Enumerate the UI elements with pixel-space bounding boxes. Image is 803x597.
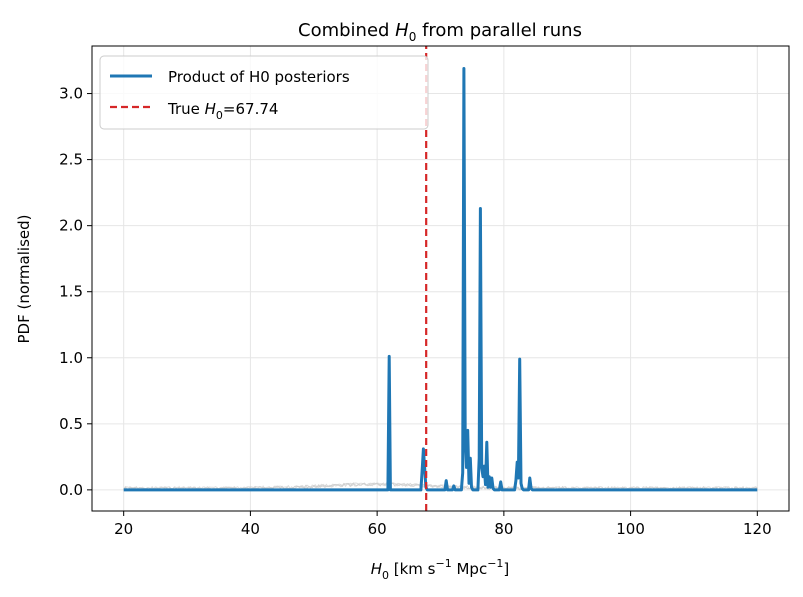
x-tick-label: 100 bbox=[616, 520, 645, 538]
legend-label-posterior: Product of H0 posteriors bbox=[168, 68, 350, 86]
x-axis-label: H0 [km s−1 Mpc−1] bbox=[371, 557, 510, 582]
background-run-line bbox=[123, 482, 758, 491]
y-tick-label: 2.5 bbox=[59, 151, 83, 169]
plot-frame bbox=[91, 45, 790, 512]
y-tick-label: 0.0 bbox=[59, 481, 83, 499]
x-tick-label: 120 bbox=[743, 520, 772, 538]
x-tick-label: 80 bbox=[494, 520, 513, 538]
y-tick-label: 1.0 bbox=[59, 349, 83, 367]
legend: Product of H0 posteriors True H0=67.74 bbox=[99, 55, 429, 130]
x-tick-label: 60 bbox=[368, 520, 387, 538]
legend-box bbox=[99, 55, 429, 130]
x-tick-label: 20 bbox=[114, 520, 133, 538]
y-tick-label: 3.0 bbox=[59, 85, 83, 103]
y-tick-label: 1.5 bbox=[59, 283, 83, 301]
posterior-series-line bbox=[123, 67, 758, 492]
y-tick-label: 0.5 bbox=[59, 415, 83, 433]
x-ticks: 20 40 60 80 100 120 bbox=[114, 511, 772, 538]
y-axis-label: PDF (normalised) bbox=[15, 215, 33, 344]
y-ticks: 0.0 0.5 1.0 1.5 2.0 2.5 3.0 bbox=[59, 85, 92, 499]
x-tick-label: 40 bbox=[241, 520, 260, 538]
y-tick-label: 2.0 bbox=[59, 217, 83, 235]
chart-title: Combined H0 from parallel runs bbox=[298, 20, 582, 44]
legend-label-true-h0: True H0=67.74 bbox=[167, 100, 278, 122]
